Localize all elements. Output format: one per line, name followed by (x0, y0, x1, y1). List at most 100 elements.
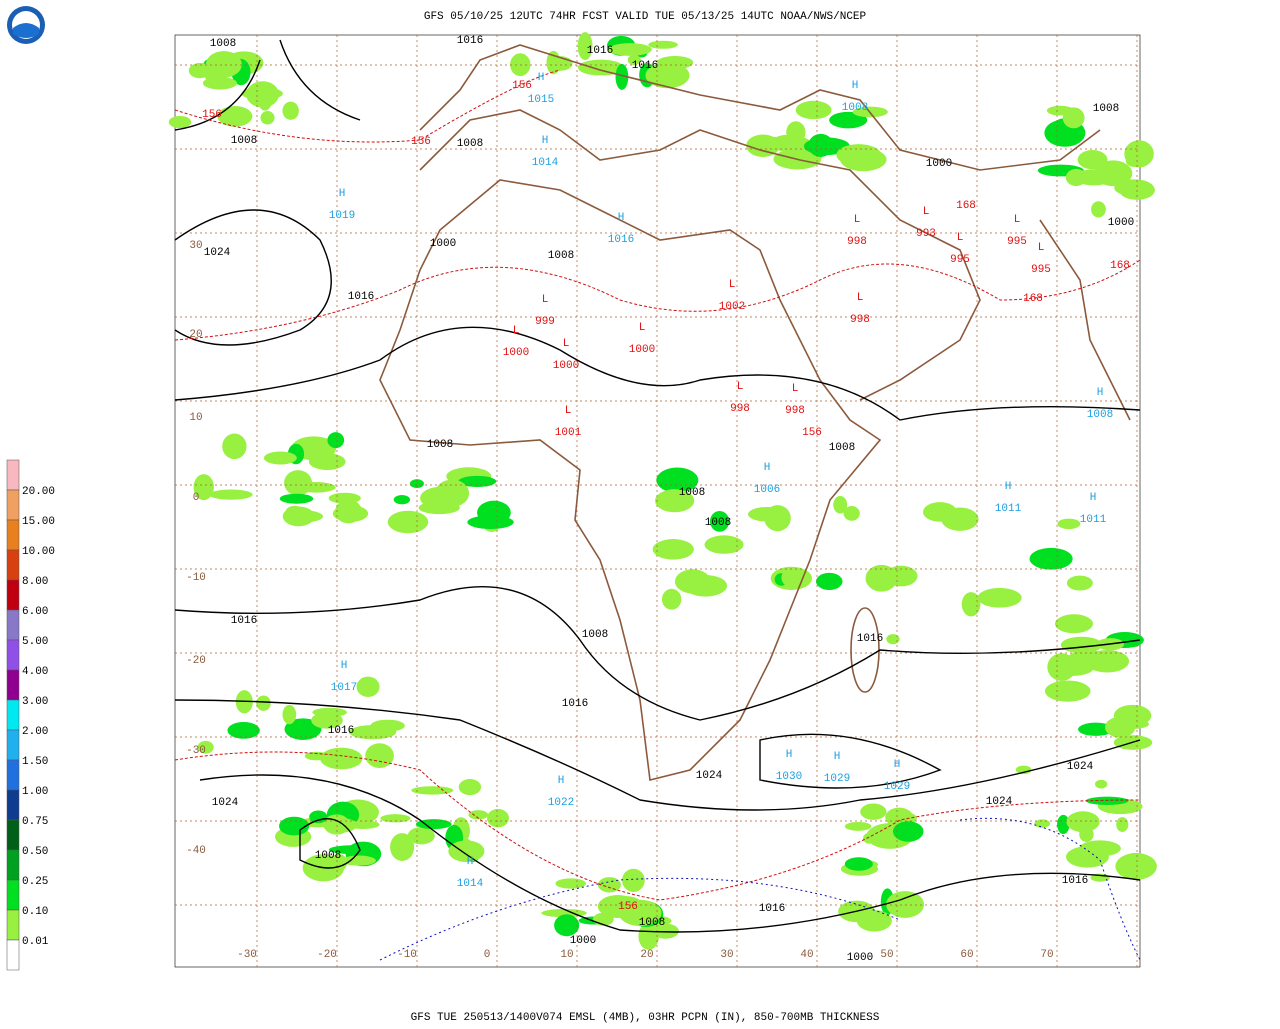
legend-swatch (6, 519, 20, 551)
legend-swatch (6, 939, 20, 971)
low-value: 995 (1031, 264, 1051, 276)
precip-blob (622, 868, 645, 892)
precip-blob (577, 32, 593, 61)
precip-blob (487, 808, 509, 828)
lon-label: 30 (720, 949, 733, 961)
precip-blob (815, 572, 843, 591)
legend-swatch (6, 459, 20, 491)
precip-blob (409, 479, 424, 489)
low-letter: L (1038, 242, 1045, 254)
precip-blob (856, 910, 892, 932)
legend-label: 5.00 (22, 636, 48, 648)
isobar-label: 1016 (1062, 875, 1088, 887)
precip-blob (246, 81, 280, 108)
precip-blob (279, 816, 310, 836)
legend-label: 10.00 (22, 546, 55, 558)
precip-blob (390, 833, 415, 861)
thickness-label: 168 (956, 200, 976, 212)
legend-swatch (6, 549, 20, 581)
precip-blob (309, 810, 328, 824)
precip-blob (655, 489, 695, 513)
precip-blob (327, 432, 345, 449)
precip-blob (387, 510, 429, 534)
precip-blob (1068, 650, 1112, 664)
precip-blob (1113, 704, 1152, 727)
precip-blob (656, 467, 699, 493)
thickness-label: 168 (1110, 260, 1130, 272)
precip-blob (1091, 201, 1106, 218)
high-value: 1022 (548, 797, 574, 809)
precip-blob (795, 100, 832, 120)
precipitation (168, 32, 1157, 950)
high-letter: H (467, 856, 474, 868)
precip-blob (1046, 105, 1074, 116)
precip-blob (1029, 547, 1073, 570)
high-letter: H (538, 72, 545, 84)
isobar-label: 1024 (212, 797, 239, 809)
precip-blob (843, 506, 860, 521)
high-letter: H (786, 749, 793, 761)
high-value: 1015 (528, 94, 554, 106)
isobar-label: 1000 (847, 952, 873, 964)
lon-label: 20 (640, 949, 653, 961)
low-letter: L (854, 214, 861, 226)
low-value: 1001 (555, 427, 582, 439)
lon-label: -20 (317, 949, 337, 961)
isobar-label: 1024 (696, 770, 723, 782)
high-value: 1014 (457, 878, 484, 890)
legend-label: 2.00 (22, 726, 48, 738)
lat-lon-grid (175, 35, 1140, 967)
legend-label: 3.00 (22, 696, 48, 708)
precip-blob (774, 134, 803, 145)
high-value: 1014 (532, 157, 559, 169)
precip-blob (1057, 814, 1070, 835)
high-letter: H (618, 212, 625, 224)
isobar-label: 1008 (315, 850, 341, 862)
lon-label: -30 (237, 949, 257, 961)
lat-label: 0 (193, 492, 200, 504)
precip-blob (1078, 722, 1114, 736)
precip-blob (1060, 636, 1103, 654)
precip-blob (836, 144, 882, 166)
high-value: 1011 (995, 503, 1022, 515)
precip-blob (332, 505, 369, 522)
low-letter: L (729, 279, 736, 291)
precip-blob (341, 855, 376, 866)
precip-blob (393, 495, 411, 505)
lon-label: 40 (800, 949, 813, 961)
precip-blob (415, 819, 452, 830)
legend-label: 6.00 (22, 606, 48, 618)
low-letter: L (857, 292, 864, 304)
precip-blob (892, 821, 924, 842)
legend-swatch (6, 669, 20, 701)
high-value: 1008 (1087, 409, 1113, 421)
legend-swatch (6, 819, 20, 851)
precip-blob (977, 588, 1022, 608)
precip-blob (407, 827, 435, 845)
high-letter: H (1097, 387, 1104, 399)
lon-label: 60 (960, 949, 973, 961)
isobars (174, 39, 1141, 933)
lat-label: -20 (186, 655, 206, 667)
high-value: 1008 (842, 102, 868, 114)
high-value: 1029 (824, 773, 850, 785)
precip-blob (458, 475, 497, 487)
lon-label: 0 (484, 949, 491, 961)
legend-swatch (6, 789, 20, 821)
legend: 20.00 15.00 10.00 8.00 6.00 5.00 4.00 3.00 2.00 1… (6, 459, 55, 971)
legend-swatch (6, 879, 20, 911)
low-letter: L (957, 232, 964, 244)
precip-blob (411, 786, 454, 795)
low-value: 1002 (719, 301, 745, 313)
lon-label: 70 (1040, 949, 1053, 961)
isobar-label: 1024 (986, 796, 1013, 808)
precip-blob (193, 474, 214, 501)
low-value: 998 (785, 405, 805, 417)
precip-blob (356, 676, 380, 697)
precip-blob (312, 707, 348, 717)
legend-swatch (6, 759, 20, 791)
low-letter: L (639, 322, 646, 334)
precip-blob (308, 453, 346, 470)
precip-blob (674, 569, 711, 594)
